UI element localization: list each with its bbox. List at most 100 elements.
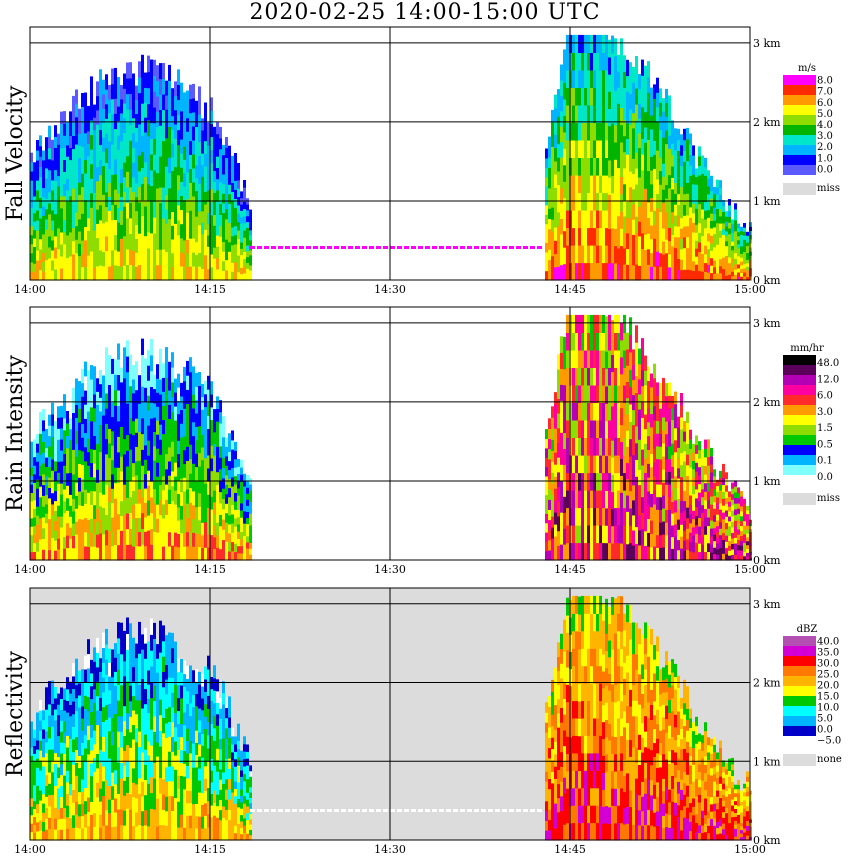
y-tick-label: 0 km xyxy=(753,274,781,287)
colorbar-swatch xyxy=(783,736,816,746)
y-tick-label: 3 km xyxy=(753,37,781,50)
y-tick-label: 1 km xyxy=(753,195,781,208)
colorbar-label: 6.0 xyxy=(817,98,833,109)
colorbar-swatch xyxy=(783,636,816,646)
x-tick-label: 14:30 xyxy=(374,563,406,576)
y-tick-label: 0 km xyxy=(753,834,781,847)
colorbar-label: 4.0 xyxy=(817,120,833,131)
colorbar-swatch xyxy=(783,455,816,465)
colorbar-label: 25.0 xyxy=(817,670,839,681)
colorbar-missing-label: none xyxy=(817,754,842,765)
colorbar-label: 12.0 xyxy=(817,374,839,385)
x-tick-label: 14:15 xyxy=(194,283,226,296)
colorbar-label: 15.0 xyxy=(817,692,839,703)
colorbar-swatch xyxy=(783,676,816,686)
colorbar-swatch xyxy=(783,375,816,385)
colorbar-label: 5.0 xyxy=(817,109,833,120)
x-tick-label: 15:00 xyxy=(734,563,766,576)
x-tick-label: 15:00 xyxy=(734,283,766,296)
colorbar-swatch xyxy=(783,85,816,95)
colorbar-swatch xyxy=(783,165,816,175)
colorbar-swatch xyxy=(783,445,816,455)
colorbar-swatch xyxy=(783,726,816,736)
y-tick-label: 2 km xyxy=(753,396,781,409)
x-tick-label: 14:00 xyxy=(14,843,46,856)
colorbar-swatch xyxy=(783,686,816,696)
x-tick-label: 14:00 xyxy=(14,283,46,296)
colorbar-label: 0.0 xyxy=(817,472,833,483)
colorbar-swatch xyxy=(783,365,816,375)
y-tick-label: 1 km xyxy=(753,755,781,768)
colorbar-swatch xyxy=(783,95,816,105)
x-tick-label: 14:45 xyxy=(554,843,586,856)
panel-reflectivity: 14:00 14:15 14:30 14:45 15:000 km 1 km 2 km 3 k… xyxy=(3,587,842,856)
colorbar-swatch xyxy=(783,696,816,706)
colorbar-swatch xyxy=(783,415,816,425)
plot-frame xyxy=(29,26,751,281)
colorbar-label: −5.0 xyxy=(817,736,841,747)
x-tick-label: 14:30 xyxy=(374,843,406,856)
colorbar-label: 30.0 xyxy=(817,659,839,670)
colorbar-swatch xyxy=(783,115,816,125)
colorbar-missing-label: miss xyxy=(817,493,840,504)
panel-rain-intensity: 14:00 14:15 14:30 14:45 15:000 km 1 km 2 km 3 k… xyxy=(3,306,840,576)
colorbar-swatch xyxy=(783,706,816,716)
y-axis-title: Fall Velocity xyxy=(3,85,28,221)
colorbar-swatch xyxy=(783,135,816,145)
colorbar-swatch xyxy=(783,425,816,435)
colorbar-swatch xyxy=(783,145,816,155)
colorbar-missing-swatch xyxy=(783,754,816,766)
colorbar-missing-swatch xyxy=(783,183,816,195)
colorbar-label: 0.1 xyxy=(817,456,833,467)
colorbar-label: 10.0 xyxy=(817,703,839,714)
colorbar-swatch xyxy=(783,666,816,676)
colorbar-missing-swatch xyxy=(783,493,816,505)
y-tick-label: 3 km xyxy=(753,317,781,330)
colorbar-label: 3.0 xyxy=(817,131,833,142)
plot-frame xyxy=(29,306,751,561)
colorbar-label: 6.0 xyxy=(817,391,833,402)
colorbar-swatch xyxy=(783,125,816,135)
colorbar-label: 35.0 xyxy=(817,648,839,659)
colorbar-label: 1.0 xyxy=(817,153,833,164)
colorbar-swatch xyxy=(783,475,816,485)
colorbar-label: 2.0 xyxy=(817,142,833,153)
x-tick-label: 14:45 xyxy=(554,563,586,576)
y-tick-label: 0 km xyxy=(753,554,781,567)
colorbar-label: 40.0 xyxy=(817,637,839,648)
colorbar-swatch xyxy=(783,395,816,405)
colorbar-label: 20.0 xyxy=(817,681,839,692)
y-tick-label: 1 km xyxy=(753,475,781,488)
colorbar-label: 48.0 xyxy=(817,358,839,369)
x-tick-label: 14:00 xyxy=(14,563,46,576)
colorbar-swatch xyxy=(783,435,816,445)
colorbar-swatch xyxy=(783,465,816,475)
colorbar-swatch xyxy=(783,405,816,415)
colorbar-label: 1.5 xyxy=(817,423,833,434)
colorbar-swatch xyxy=(783,646,816,656)
colorbar-label: 0.5 xyxy=(817,439,833,450)
colorbar-unit: m/s xyxy=(798,63,816,74)
colorbar-swatch xyxy=(783,155,816,165)
x-tick-label: 14:15 xyxy=(194,843,226,856)
y-axis-title: Reflectivity xyxy=(3,650,28,777)
x-tick-label: 15:00 xyxy=(734,843,766,856)
y-tick-label: 3 km xyxy=(753,598,781,611)
y-tick-label: 2 km xyxy=(753,677,781,690)
panel-fall-velocity: 14:00 14:15 14:30 14:45 15:000 km 1 km 2 km 3 k… xyxy=(3,26,840,296)
colorbar-swatch xyxy=(783,385,816,395)
colorbar-swatch xyxy=(783,75,816,85)
colorbar-unit: mm/hr xyxy=(790,343,824,354)
x-tick-label: 14:45 xyxy=(554,283,586,296)
colorbar-label: 0.0 xyxy=(817,725,833,736)
colorbar-label: 7.0 xyxy=(817,87,833,98)
colorbar-swatch xyxy=(783,105,816,115)
colorbar-swatch xyxy=(783,656,816,666)
colorbar-swatch xyxy=(783,716,816,726)
figure-title: 2020-02-25 14:00-15:00 UTC xyxy=(249,0,601,25)
y-axis-title: Rain Intensity xyxy=(3,354,28,511)
x-tick-label: 14:15 xyxy=(194,563,226,576)
colorbar-label: 5.0 xyxy=(817,714,833,725)
colorbar-label: 0.0 xyxy=(817,164,833,175)
